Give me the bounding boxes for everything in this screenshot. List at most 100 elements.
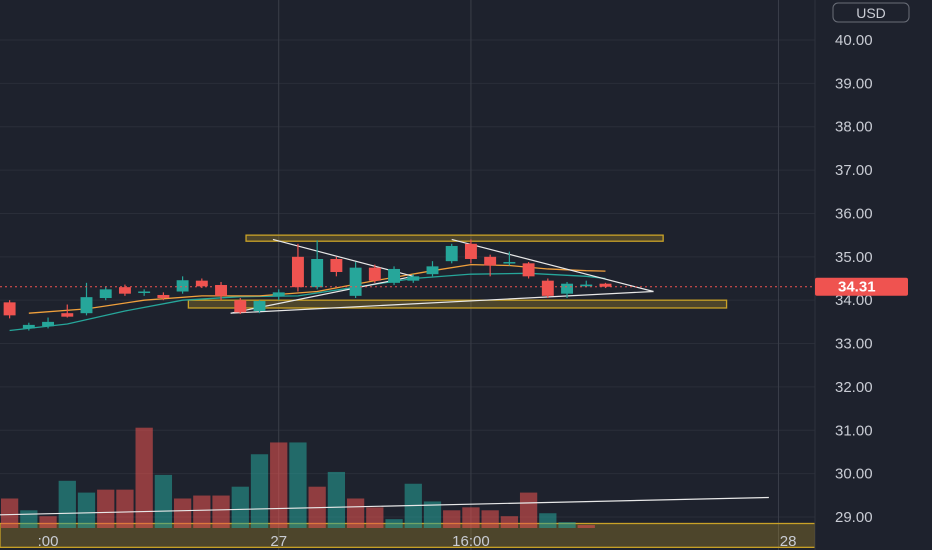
candle: [330, 256, 343, 277]
candle: [407, 274, 420, 283]
candle: [234, 298, 247, 315]
volume-bar: [58, 480, 76, 528]
candle-body: [99, 289, 112, 299]
candle: [99, 286, 112, 301]
price-tick-label: 30.00: [835, 466, 873, 483]
candle: [368, 264, 381, 283]
candle-body: [368, 267, 381, 281]
volume-bar: [558, 522, 576, 528]
candles: [3, 239, 612, 331]
candle: [580, 280, 593, 288]
candle: [349, 262, 362, 299]
volume-bar: [385, 519, 403, 528]
candle-body: [464, 243, 477, 259]
volume-bar: [519, 492, 538, 528]
time-tick-label: 27: [270, 533, 287, 550]
volume-bar: [270, 442, 288, 528]
price-axis: [814, 0, 932, 550]
price-tick-labels: 29.00 30.00 31.00 32.00 33.00 34.00 35.00 36.00…: [835, 32, 873, 526]
candle-body: [195, 280, 208, 287]
candle: [426, 261, 439, 277]
candle: [80, 282, 93, 316]
candle-body: [330, 258, 343, 272]
time-tick-labels: :00 27 16:00 28: [38, 533, 797, 550]
price-tick-label: 37.00: [835, 162, 873, 179]
trendline: [0, 496, 769, 516]
candle: [541, 278, 554, 299]
trendline: [451, 238, 654, 293]
volume-bar: [173, 498, 192, 528]
volume-bar: [577, 525, 595, 528]
candle-body: [118, 287, 131, 294]
price-tick-label: 29.00: [835, 509, 873, 526]
candle-body: [561, 283, 573, 294]
volume-bar: [481, 510, 499, 528]
trendline: [230, 290, 654, 314]
candle-body: [272, 292, 285, 296]
time-tick-label: 16:00: [452, 533, 490, 550]
candle: [253, 300, 266, 314]
volume-bar: [500, 516, 519, 528]
volume-bar: [20, 510, 38, 528]
candle: [138, 289, 151, 296]
price-tick-label: 38.00: [835, 119, 873, 136]
currency-label: USD: [856, 5, 886, 21]
candle-body: [61, 313, 74, 317]
candle-body: [445, 245, 458, 262]
candle: [445, 243, 458, 264]
volume-bar: [462, 507, 480, 528]
price-tick-label: 31.00: [835, 422, 873, 439]
candle-body: [42, 321, 55, 327]
candle: [272, 289, 285, 301]
candle: [22, 322, 35, 331]
candle: [157, 292, 170, 301]
price-tick-label: 40.00: [835, 32, 873, 49]
candle: [561, 281, 573, 299]
volume-bars: [0, 427, 595, 528]
current-price-label: 34.31: [815, 277, 908, 296]
volume-bar: [154, 474, 173, 528]
candle-body: [407, 276, 420, 281]
candle-body: [234, 300, 247, 313]
candle: [503, 251, 516, 266]
volume-bar: [0, 498, 19, 528]
candle: [118, 284, 131, 296]
candle-body: [176, 280, 189, 292]
price-tick-label: 34.00: [835, 292, 873, 309]
candle-body: [291, 256, 304, 288]
candle-body: [426, 266, 439, 275]
volume-bar: [366, 507, 384, 528]
price-tick-label: 33.00: [835, 336, 873, 353]
candle-body: [484, 256, 497, 266]
candle: [42, 317, 55, 329]
moving-average-line: [9, 272, 606, 332]
volume-bar: [77, 492, 96, 528]
candle-body: [3, 302, 16, 316]
candle-body: [580, 284, 593, 287]
price-zone: [187, 299, 728, 309]
current-price-text: 34.31: [838, 279, 876, 296]
candle-body: [388, 268, 401, 283]
volume-bar: [135, 427, 153, 528]
volume-bar: [327, 471, 346, 528]
volume-bar: [250, 454, 269, 528]
volume-bar: [289, 442, 307, 528]
volume-bar: [423, 501, 442, 528]
volume-bar: [97, 489, 115, 528]
candle-body: [599, 283, 612, 287]
candle-body: [349, 267, 362, 296]
candle: [176, 276, 189, 294]
price-zone: [245, 234, 664, 242]
price-tick-label: 36.00: [835, 205, 873, 222]
time-tick-label: 28: [780, 533, 797, 550]
candle: [215, 281, 228, 301]
price-tick-label: 32.00: [835, 379, 873, 396]
volume-bar: [346, 498, 365, 528]
candle: [522, 262, 535, 279]
candle: [61, 304, 74, 318]
candle-body: [80, 297, 93, 314]
currency-button[interactable]: USD: [832, 2, 910, 23]
volume-bar: [39, 516, 57, 528]
candle-body: [253, 301, 266, 312]
